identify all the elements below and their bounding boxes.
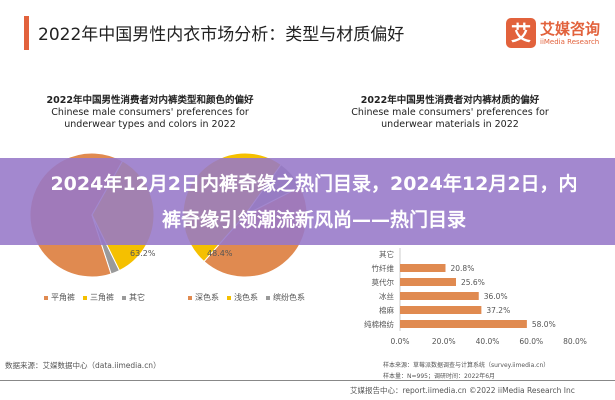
left-pie-legend: 平角裤 三角裤 其它 bbox=[44, 292, 145, 303]
right-chart-title: 2022年中国男性消费者对内裤材质的偏好 Chinese male consum… bbox=[325, 95, 575, 131]
sample-size: 样本量：N=995；调研时间：2022年6月 bbox=[383, 373, 496, 380]
left-chart-title: 2022年中国男性消费者对内裤类型和颜色的偏好 Chinese male con… bbox=[20, 95, 280, 131]
left-chart-title-cn: 2022年中国男性消费者对内裤类型和颜色的偏好 bbox=[46, 95, 254, 106]
left-chart-title-en2: underwear types and colors in 2022 bbox=[64, 119, 236, 130]
legend-item: 平角裤 bbox=[44, 292, 75, 303]
bar-category-label: 纯棉棉纺 bbox=[364, 319, 394, 329]
x-tick-label: 60.0% bbox=[519, 337, 543, 346]
bar-value-label: 20.8% bbox=[451, 264, 475, 273]
x-tick-label: 20.0% bbox=[432, 337, 456, 346]
bar bbox=[400, 292, 479, 300]
pie-value-label: 48.4% bbox=[207, 249, 233, 258]
bar bbox=[400, 320, 527, 328]
headline-banner bbox=[0, 158, 615, 245]
bar-value-label: 58.0% bbox=[532, 320, 556, 329]
bar-value-label: 25.6% bbox=[461, 278, 485, 287]
pie-value-label: 63.2% bbox=[130, 249, 156, 258]
sample-source: 样本来源：草莓派数据调查与计算系统（survey.iimedia.cn） bbox=[383, 362, 550, 369]
bar-category-label: 冰丝 bbox=[379, 291, 394, 301]
bar bbox=[400, 264, 446, 272]
x-tick-label: 0.0% bbox=[390, 337, 409, 346]
logo-text-en: iiMedia Research bbox=[540, 38, 600, 46]
right-chart-title-cn: 2022年中国男性消费者对内裤材质的偏好 bbox=[360, 95, 540, 106]
logo-text-cn: 艾媒咨询 bbox=[540, 20, 601, 38]
right-chart-title-en1: Chinese male consumers' preferences for bbox=[351, 107, 549, 118]
left-chart-title-en1: Chinese male consumers' preferences for bbox=[51, 107, 249, 118]
title-accent-bar bbox=[24, 16, 29, 50]
headline-text: 2024年12月2日内裤奇缘之热门目录，2024年12月2日，内裤奇缘引领潮流新… bbox=[50, 173, 578, 231]
bar-category-label: 其它 bbox=[379, 249, 394, 259]
x-tick-label: 40.0% bbox=[476, 337, 500, 346]
bar-value-label: 37.2% bbox=[486, 306, 510, 315]
right-pie-legend: 深色系 浅色系 缤纷色系 bbox=[188, 292, 305, 303]
bar-category-label: 莫代尔 bbox=[372, 277, 395, 287]
bar-value-label: 36.0% bbox=[484, 292, 508, 301]
bar-category-label: 棉麻 bbox=[379, 305, 394, 315]
bar bbox=[400, 306, 482, 314]
right-chart-title-en2: underwear materials in 2022 bbox=[381, 119, 519, 130]
data-source: 数据来源：艾媒数据中心（data.iimedia.cn） bbox=[5, 361, 161, 370]
legend-item: 其它 bbox=[122, 292, 145, 303]
bar-category-label: 竹纤维 bbox=[372, 263, 395, 273]
legend-item: 深色系 bbox=[188, 292, 219, 303]
page-title: 2022年中国男性内衣市场分析：类型与材质偏好 bbox=[38, 25, 405, 45]
iimedia-logo-icon: 艾 bbox=[506, 18, 536, 48]
footer-divider bbox=[0, 380, 615, 381]
legend-item: 缤纷色系 bbox=[266, 292, 305, 303]
report-center: 艾媒报告中心：report.iimedia.cn ©2022 iiMedia R… bbox=[350, 386, 575, 395]
legend-item: 三角裤 bbox=[83, 292, 114, 303]
x-tick-label: 80.0% bbox=[563, 337, 587, 346]
legend-item: 浅色系 bbox=[227, 292, 258, 303]
bar bbox=[400, 278, 456, 286]
